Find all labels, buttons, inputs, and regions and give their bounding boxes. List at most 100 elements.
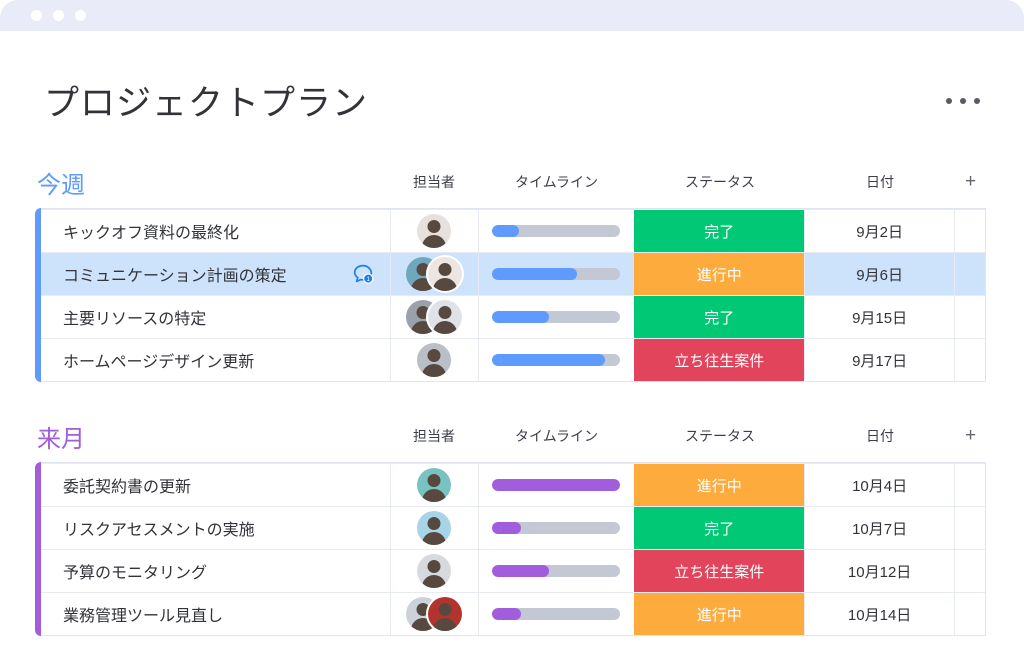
assignee-cell[interactable] bbox=[389, 593, 478, 635]
table-row[interactable]: 業務管理ツール見直し 進行中 10月14日 bbox=[41, 592, 985, 635]
window-control-dot[interactable] bbox=[75, 10, 86, 21]
progress-fill bbox=[492, 268, 577, 280]
group-header: 今週 担当者 タイムライン ステータス 日付 + bbox=[35, 164, 986, 200]
empty-cell bbox=[954, 210, 985, 252]
date-cell[interactable]: 10月4日 bbox=[804, 464, 954, 506]
progress-fill bbox=[492, 311, 549, 323]
date-cell[interactable]: 9月17日 bbox=[804, 339, 954, 381]
task-name: 予算のモニタリング bbox=[63, 565, 208, 582]
page-title: プロジェクトプラン bbox=[44, 84, 369, 123]
progress-fill bbox=[492, 479, 621, 491]
task-name-cell[interactable]: コミュニケーション計画の策定 1 bbox=[41, 253, 390, 295]
group-accent-bar bbox=[35, 462, 41, 636]
table-row[interactable]: リスクアセスメントの実施 完了 10月7日 bbox=[41, 506, 985, 549]
progress-bar bbox=[492, 479, 621, 491]
chat-bubble-button[interactable]: 1 bbox=[350, 261, 376, 287]
task-name: 主要リソースの特定 bbox=[63, 311, 207, 328]
date-cell[interactable]: 10月12日 bbox=[804, 550, 954, 592]
column-header-date: 日付 bbox=[866, 174, 894, 190]
date-cell[interactable]: 9月6日 bbox=[804, 253, 954, 295]
board-menu-button[interactable] bbox=[944, 90, 982, 112]
task-name: リスクアセスメントの実施 bbox=[63, 522, 255, 539]
progress-bar bbox=[492, 225, 621, 237]
ellipsis-icon bbox=[960, 97, 966, 104]
avatar bbox=[428, 300, 463, 334]
column-header-status: ステータス bbox=[685, 174, 755, 190]
window-control-dot[interactable] bbox=[31, 10, 42, 21]
timeline-cell[interactable] bbox=[477, 296, 635, 338]
date-cell[interactable]: 10月7日 bbox=[804, 507, 954, 549]
status-badge[interactable]: 立ち往生案件 bbox=[634, 550, 805, 592]
table-row[interactable]: ホームページデザイン更新 立ち往生案件 9月17日 bbox=[41, 338, 985, 381]
progress-bar bbox=[492, 522, 621, 534]
group-title[interactable]: 来月 bbox=[37, 425, 85, 453]
window-titlebar bbox=[0, 0, 1024, 31]
empty-cell bbox=[954, 339, 985, 381]
task-name-cell[interactable]: 業務管理ツール見直し bbox=[41, 593, 390, 635]
ellipsis-icon bbox=[974, 97, 980, 104]
empty-cell bbox=[954, 550, 985, 592]
status-badge[interactable]: 進行中 bbox=[634, 253, 805, 295]
task-name-cell[interactable]: リスクアセスメントの実施 bbox=[41, 507, 390, 549]
board: 今週 担当者 タイムライン ステータス 日付 + キックオフ資料の最終化 bbox=[35, 164, 986, 636]
add-column-button[interactable]: + bbox=[964, 171, 977, 192]
task-name-cell[interactable]: 主要リソースの特定 bbox=[41, 296, 390, 338]
table-row[interactable]: 主要リソースの特定 完了 9月15日 bbox=[41, 295, 985, 338]
timeline-cell[interactable] bbox=[477, 339, 635, 381]
progress-bar bbox=[492, 565, 621, 577]
task-name-cell[interactable]: キックオフ資料の最終化 bbox=[41, 210, 390, 252]
ellipsis-icon bbox=[946, 97, 952, 104]
timeline-cell[interactable] bbox=[477, 550, 635, 592]
status-badge[interactable]: 進行中 bbox=[634, 464, 805, 506]
progress-bar bbox=[492, 354, 621, 366]
assignee-cell[interactable] bbox=[389, 339, 478, 381]
empty-cell bbox=[954, 593, 985, 635]
assignee-cell[interactable] bbox=[389, 210, 478, 252]
timeline-cell[interactable] bbox=[477, 210, 635, 252]
group-title[interactable]: 今週 bbox=[37, 171, 85, 199]
timeline-cell[interactable] bbox=[477, 593, 635, 635]
window-control-dot[interactable] bbox=[53, 10, 64, 21]
group-table: キックオフ資料の最終化 完了 9月2日 bbox=[35, 208, 986, 382]
column-header-person: 担当者 bbox=[413, 428, 455, 444]
table-row-selected[interactable]: コミュニケーション計画の策定 1 bbox=[41, 252, 985, 295]
table-row[interactable]: 委託契約書の更新 進行中 10月4日 bbox=[41, 463, 985, 506]
timeline-cell[interactable] bbox=[477, 253, 635, 295]
task-name: 業務管理ツール見直し bbox=[63, 608, 224, 625]
date-cell[interactable]: 10月14日 bbox=[804, 593, 954, 635]
task-name-cell[interactable]: 予算のモニタリング bbox=[41, 550, 390, 592]
status-badge[interactable]: 完了 bbox=[634, 210, 805, 252]
assignee-cell[interactable] bbox=[389, 464, 478, 506]
progress-fill bbox=[492, 522, 521, 534]
empty-cell bbox=[954, 507, 985, 549]
avatar bbox=[428, 257, 463, 291]
progress-fill bbox=[492, 354, 606, 366]
task-name: 委託契約書の更新 bbox=[63, 479, 192, 496]
assignee-cell[interactable] bbox=[389, 253, 478, 295]
status-badge[interactable]: 立ち往生案件 bbox=[634, 339, 805, 381]
table-row[interactable]: 予算のモニタリング 立ち往生案件 10月12日 bbox=[41, 549, 985, 592]
timeline-cell[interactable] bbox=[477, 507, 635, 549]
table-row[interactable]: キックオフ資料の最終化 完了 9月2日 bbox=[41, 209, 985, 252]
progress-bar bbox=[492, 608, 621, 620]
date-cell[interactable]: 9月2日 bbox=[804, 210, 954, 252]
timeline-cell[interactable] bbox=[477, 464, 635, 506]
add-column-button[interactable]: + bbox=[964, 425, 977, 446]
avatar bbox=[417, 214, 452, 248]
date-cell[interactable]: 9月15日 bbox=[804, 296, 954, 338]
avatar bbox=[417, 511, 452, 545]
task-name-cell[interactable]: ホームページデザイン更新 bbox=[41, 339, 390, 381]
avatar bbox=[417, 468, 452, 502]
status-badge[interactable]: 進行中 bbox=[634, 593, 805, 635]
status-badge[interactable]: 完了 bbox=[634, 507, 805, 549]
assignee-cell[interactable] bbox=[389, 507, 478, 549]
group-accent-bar bbox=[35, 208, 41, 382]
assignee-cell[interactable] bbox=[389, 550, 478, 592]
column-header-status: ステータス bbox=[685, 428, 755, 444]
assignee-cell[interactable] bbox=[389, 296, 478, 338]
progress-fill bbox=[492, 565, 549, 577]
progress-fill bbox=[492, 225, 520, 237]
status-badge[interactable]: 完了 bbox=[634, 296, 805, 338]
task-name-cell[interactable]: 委託契約書の更新 bbox=[41, 464, 390, 506]
